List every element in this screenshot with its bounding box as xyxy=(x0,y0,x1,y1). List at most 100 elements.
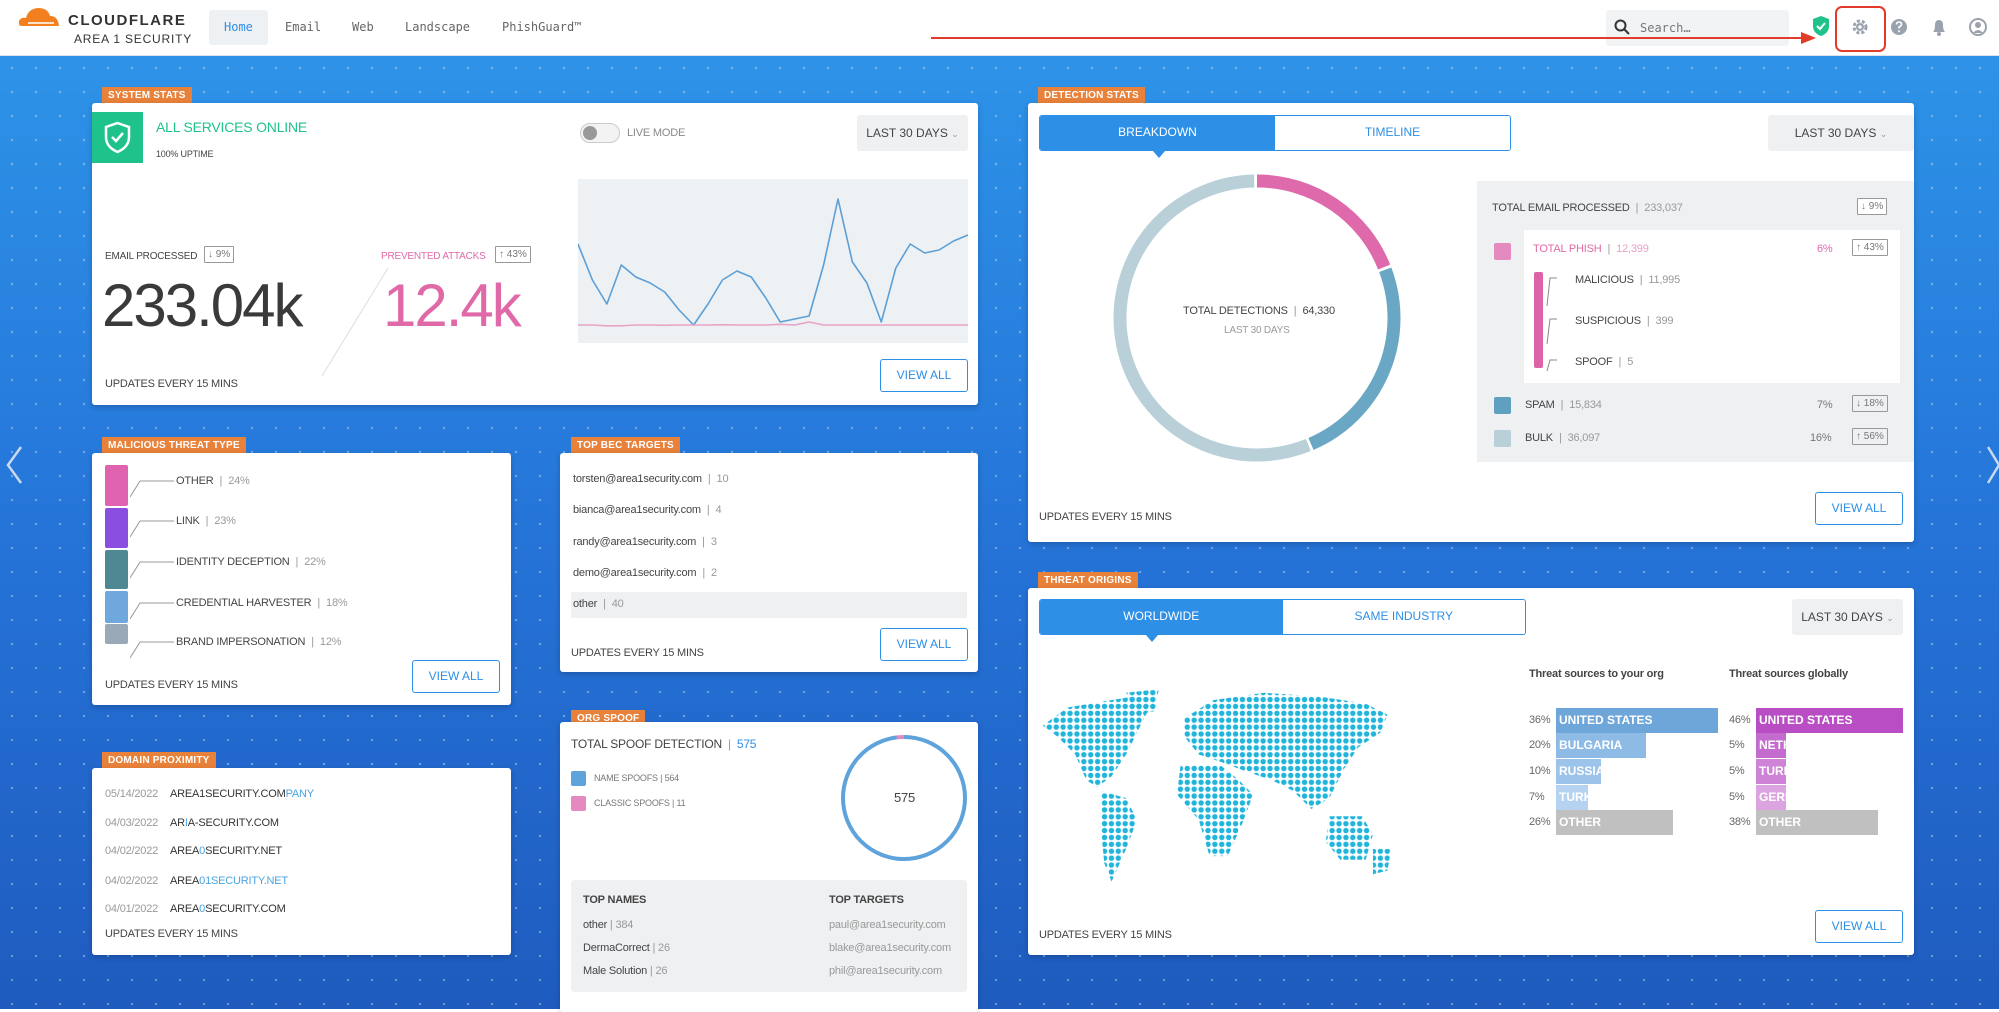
email-processed-label: TOTAL EMAIL PROCESSED xyxy=(1492,202,1630,214)
domain-diff: PANY xyxy=(285,788,315,800)
top-targets-label: TOP TARGETS xyxy=(829,894,904,906)
view-all-button[interactable]: VIEW ALL xyxy=(412,660,500,693)
top-name: DermaCorrect xyxy=(583,942,650,954)
global-source-bar[interactable]: OTHER xyxy=(1756,810,1878,835)
search-input[interactable]: Search… xyxy=(1606,10,1789,46)
connector-line xyxy=(130,480,174,498)
gear-icon[interactable] xyxy=(1849,16,1871,38)
search-placeholder: Search… xyxy=(1640,21,1691,35)
org-source-bar[interactable]: RUSSIA xyxy=(1556,759,1604,784)
total-detections-period: LAST 30 DAYS xyxy=(1224,325,1290,336)
lookalike-domain[interactable]: ARIA-SECURITY.COM xyxy=(170,817,279,829)
date-range-dropdown[interactable]: LAST 30 DAYS ⌄ xyxy=(857,115,968,151)
org-source-bar[interactable]: TURKEY xyxy=(1556,785,1608,810)
global-source-bar[interactable]: UNITED STATES xyxy=(1756,708,1904,733)
date-range-dropdown[interactable]: LAST 30 DAYS ⌄ xyxy=(1768,115,1914,151)
lookalike-domain[interactable]: AREA0SECURITY.COM xyxy=(170,903,286,915)
origin-scope-tabs: WORLDWIDE SAME INDUSTRY xyxy=(1039,599,1526,635)
highlight-box xyxy=(1835,6,1886,52)
top-name-count: 384 xyxy=(615,919,634,931)
view-all-button[interactable]: VIEW ALL xyxy=(1815,910,1903,943)
legend-name: CLASSIC SPOOFS xyxy=(594,798,670,808)
tab-home[interactable]: Home xyxy=(209,10,268,45)
domain-base: AR xyxy=(170,817,185,829)
threat-type-color-bar xyxy=(105,550,128,589)
phish-count: 12,399 xyxy=(1616,243,1649,255)
total-detections-value: 64,330 xyxy=(1302,305,1335,317)
live-mode-label: LIVE MODE xyxy=(627,127,686,139)
chevron-down-icon: ⌄ xyxy=(1886,613,1894,623)
global-source-bar[interactable]: GERMANY xyxy=(1756,785,1820,810)
spoof-title: TOTAL SPOOF DETECTION xyxy=(571,737,722,751)
view-all-button[interactable]: VIEW ALL xyxy=(1815,492,1903,525)
section-label-domain-proximity: DOMAIN PROXIMITY xyxy=(102,752,216,768)
donut-segment-spam xyxy=(1113,174,1401,462)
date-range-value: LAST 30 DAYS xyxy=(1801,610,1883,624)
brand-name: CLOUDFLARE xyxy=(68,12,187,29)
view-all-button[interactable]: VIEW ALL xyxy=(880,628,968,661)
tab-email[interactable]: Email xyxy=(285,20,322,34)
threat-type-name: OTHER xyxy=(176,475,214,487)
global-source-bar[interactable]: TURKEY xyxy=(1756,759,1808,784)
org-sources-title: Threat sources to your org xyxy=(1529,668,1664,680)
tab-landscape[interactable]: Landscape xyxy=(405,20,471,34)
domain-rest: A-SECURITY.COM xyxy=(187,817,279,829)
threat-type-color-bar xyxy=(105,624,128,644)
email-processed-label: EMAIL PROCESSED xyxy=(105,251,198,262)
live-mode-toggle[interactable] xyxy=(580,123,620,143)
org-source-bar[interactable]: OTHER xyxy=(1556,810,1673,835)
phish-swatch xyxy=(1494,243,1511,260)
product-name: AREA 1 SECURITY xyxy=(74,32,193,46)
bec-target-row[interactable]: demo@area1security.com | 2 xyxy=(573,567,717,579)
tab-breakdown[interactable]: BREAKDOWN xyxy=(1040,116,1275,150)
top-name-row: other | 384 xyxy=(583,919,634,931)
bec-target-row[interactable]: other | 40 xyxy=(573,598,624,610)
domain-date: 04/02/2022 xyxy=(105,875,159,887)
bec-target-email: other xyxy=(573,598,598,610)
cloudflare-logo[interactable] xyxy=(18,6,60,28)
row-highlight xyxy=(571,592,967,618)
email-processed-value: 233.04k xyxy=(102,272,304,339)
phish-change: ↑ 43% xyxy=(1852,239,1888,256)
tab-web[interactable]: Web xyxy=(352,20,374,34)
update-frequency: UPDATES EVERY 15 MINS xyxy=(105,679,238,691)
uptime: 100% UPTIME xyxy=(156,149,214,159)
update-frequency: UPDATES EVERY 15 MINS xyxy=(105,378,238,390)
carousel-next-icon[interactable] xyxy=(1985,445,1999,485)
spoof-total: 575 xyxy=(736,737,757,751)
tab-timeline[interactable]: TIMELINE xyxy=(1275,116,1510,150)
map-australia xyxy=(1325,816,1373,860)
date-range-value: LAST 30 DAYS xyxy=(866,126,948,140)
spoof-donut-chart xyxy=(841,735,967,861)
help-icon[interactable] xyxy=(1888,16,1910,38)
domain-diff: 0 xyxy=(199,903,206,915)
top-name-count: 26 xyxy=(655,965,668,977)
global-source-bar[interactable]: NETHERLANDS xyxy=(1756,733,1850,758)
date-range-dropdown[interactable]: LAST 30 DAYS ⌄ xyxy=(1792,599,1903,635)
bec-target-email: randy@area1security.com xyxy=(573,536,697,548)
shield-check-icon[interactable] xyxy=(1810,15,1832,37)
org-source-bar[interactable]: UNITED STATES xyxy=(1556,708,1718,733)
tab-same-industry[interactable]: SAME INDUSTRY xyxy=(1282,600,1525,634)
org-spoof-card: TOTAL SPOOF DETECTION | 575 NAME SPOOFS | … xyxy=(560,722,978,1012)
phish-subpanel xyxy=(1524,230,1900,383)
top-target-email: paul@area1security.com xyxy=(829,919,946,931)
section-label-detection-stats: DETECTION STATS xyxy=(1038,87,1145,103)
tab-worldwide[interactable]: WORLDWIDE xyxy=(1040,600,1283,634)
bell-icon[interactable] xyxy=(1928,16,1950,38)
bec-target-row[interactable]: randy@area1security.com | 3 xyxy=(573,536,717,548)
annotation-arrow xyxy=(931,32,1816,44)
tab-phishguard[interactable]: PhishGuard™ xyxy=(502,20,582,34)
lookalike-domain[interactable]: AREA01SECURITY.NET xyxy=(170,875,288,887)
bec-target-row[interactable]: bianca@area1security.com | 4 xyxy=(573,504,722,516)
view-all-button[interactable]: VIEW ALL xyxy=(880,359,968,392)
lookalike-domain[interactable]: AREA1SECURITY.COMPANY xyxy=(170,788,314,800)
org-source-bar[interactable]: BULGARIA xyxy=(1556,733,1646,758)
lookalike-domain[interactable]: AREA0SECURITY.NET xyxy=(170,845,282,857)
map-eurasia xyxy=(1184,692,1388,809)
user-icon[interactable] xyxy=(1967,16,1989,38)
bec-target-row[interactable]: torsten@area1security.com | 10 xyxy=(573,473,729,485)
carousel-prev-icon[interactable] xyxy=(4,445,24,485)
legend-count: 11 xyxy=(676,798,686,808)
global-source-pct: 46% xyxy=(1729,714,1751,726)
